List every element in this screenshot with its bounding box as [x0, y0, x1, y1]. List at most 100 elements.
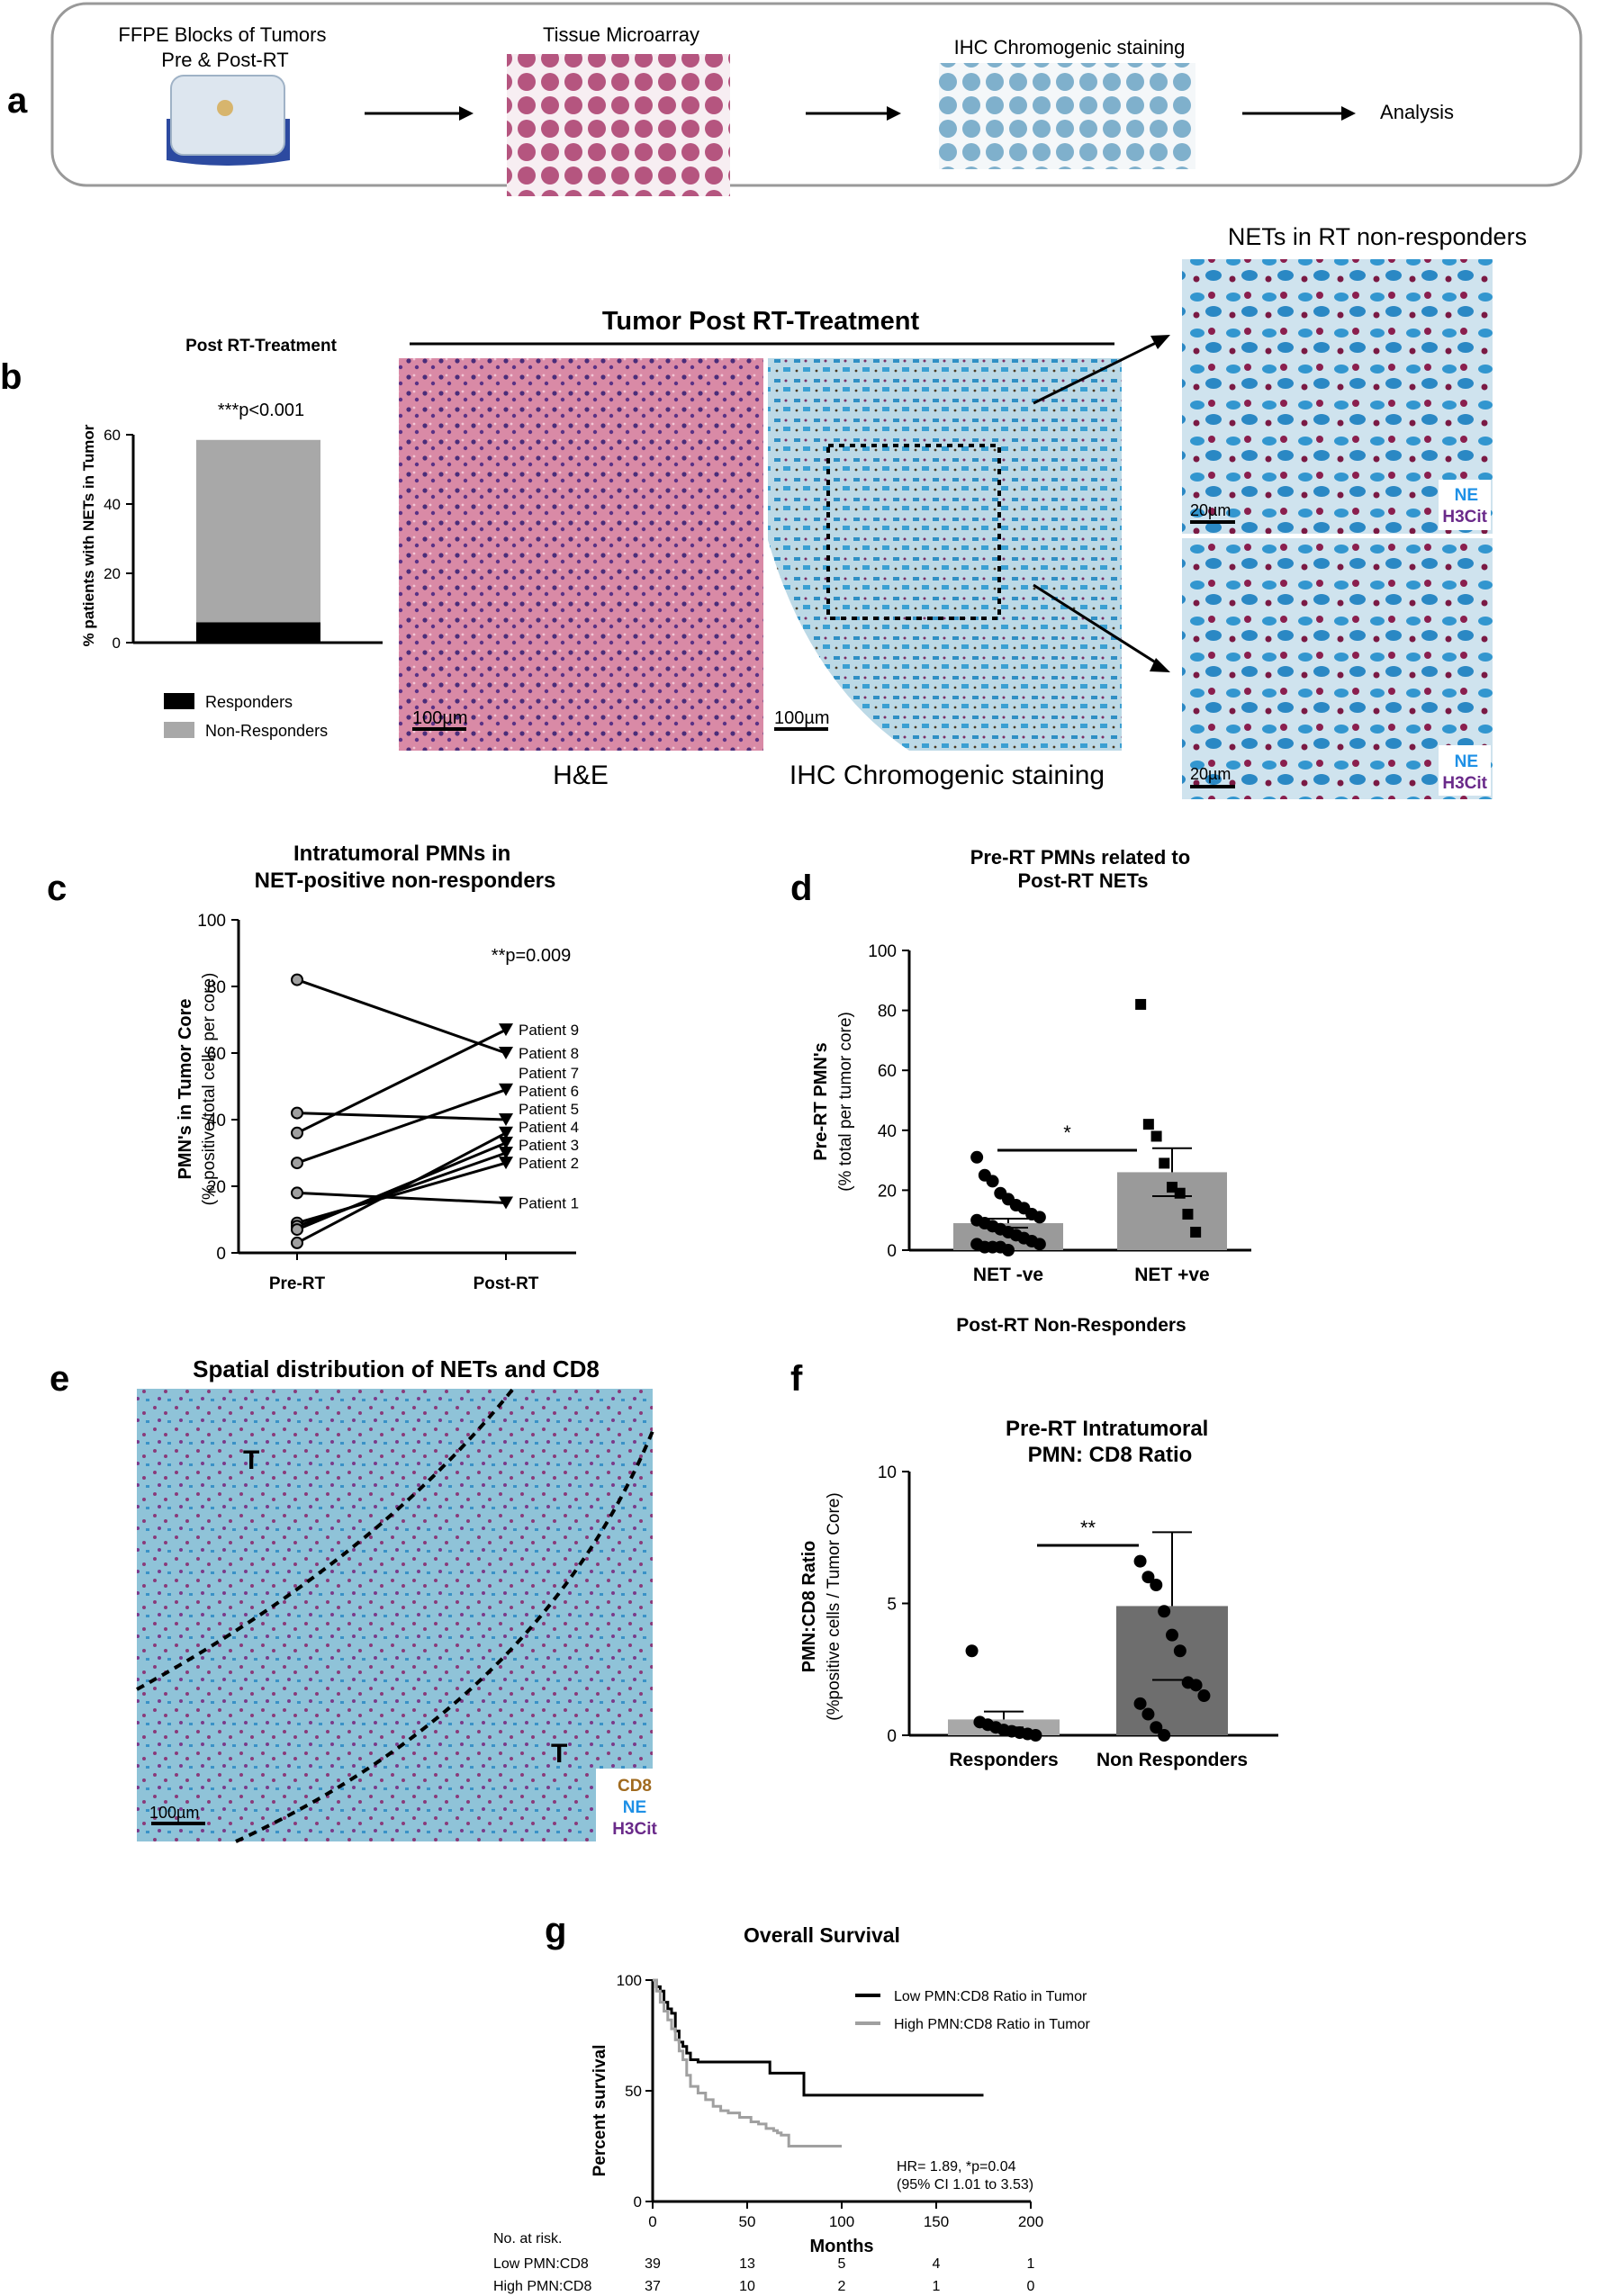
d-y-tick-label: 60 — [878, 1062, 897, 1081]
c-pre-point — [291, 1106, 303, 1120]
d-data-point — [1135, 998, 1147, 1010]
c-pre-point — [291, 973, 303, 986]
g-risk-value: 39 — [645, 2256, 661, 2272]
b-legend-swatch-responders — [164, 693, 194, 709]
f-bar — [1116, 1606, 1228, 1735]
he-caption: H&E — [553, 761, 609, 790]
g-y-tick-label: 50 — [625, 2083, 642, 2100]
c-pre-point — [291, 1223, 303, 1237]
d-data-point — [1159, 1157, 1170, 1169]
e-stain-cd8: CD8 — [618, 1777, 652, 1796]
b-legend-swatch-nonresponders — [164, 722, 194, 738]
e-title: Spatial distribution of NETs and CD8 — [193, 1355, 600, 1382]
c-post-point — [499, 1023, 513, 1037]
he-scale-label: 100µm — [412, 708, 468, 728]
d-data-point — [1150, 1130, 1162, 1142]
c-x-tick-label: Post-RT — [474, 1274, 539, 1293]
d-y-tick-label: 20 — [878, 1182, 897, 1201]
ihc-caption: IHC Chromogenic staining — [789, 761, 1105, 790]
g-title: Overall Survival — [744, 1923, 900, 1947]
panel-f: f Pre-RT Intratumoral PMN: CD8 Ratio PMN… — [790, 1359, 1278, 1770]
g-xlabel: Months — [809, 2237, 873, 2256]
b-bar-nonresponders — [196, 439, 320, 623]
c-ylabel: PMN's in Tumor Core — [176, 998, 195, 1179]
c-post-point — [499, 1147, 513, 1159]
e-region-label-top: T — [243, 1445, 259, 1475]
panel-letter-a: a — [7, 81, 28, 121]
e-boundary-1 — [136, 1387, 515, 1691]
arrow-1-head — [459, 106, 474, 121]
panel-letter-g: g — [545, 1911, 566, 1950]
zoom-top-stain-h3cit: H3Cit — [1442, 508, 1487, 527]
panel-d: d Pre-RT PMNs related to Post-RT NETs Pr… — [790, 846, 1251, 1336]
arrow-3-head — [1341, 106, 1356, 121]
d-ylabel2: (% total per tumor core) — [836, 1012, 855, 1192]
f-ylabel: PMN:CD8 Ratio — [799, 1541, 819, 1673]
panel-letter-e: e — [50, 1359, 69, 1399]
zoom-top-scale-label: 20µm — [1190, 501, 1231, 519]
d-title-line2: Post-RT NETs — [1017, 869, 1148, 892]
d-x-tick-label: NET -ve — [973, 1265, 1043, 1285]
g-stats: HR= 1.89, *p=0.04 (95% CI 1.01 to 3.53) — [897, 2159, 1033, 2192]
b-y-tick-label: 0 — [113, 635, 121, 652]
c-patient-label: Patient 8 — [519, 1045, 579, 1062]
zoom-arrow-bottom — [1033, 583, 1162, 668]
c-y-tick-label: 60 — [207, 1045, 226, 1064]
tma-image — [507, 54, 730, 196]
c-patient-label: Patient 4 — [519, 1119, 579, 1136]
g-ylabel: Percent survival — [591, 2045, 609, 2177]
d-data-point — [1142, 1119, 1154, 1130]
b-ylabel: % patients with NETs in Tumor — [80, 424, 97, 646]
c-post-point — [499, 1126, 513, 1139]
g-legend-low: Low PMN:CD8 Ratio in Tumor — [894, 1989, 1087, 2004]
e-scale-label: 100µm — [149, 1804, 199, 1822]
f-data-point — [1150, 1578, 1163, 1591]
panel-a: a FFPE Blocks of Tumors Pre & Post-RT Ti… — [7, 2, 1583, 196]
g-survival-chart: 0 50 100 0 50 100 150 200 — [617, 1972, 1044, 2230]
f-data-point — [1158, 1729, 1171, 1742]
c-patient-label: Patient 3 — [519, 1137, 579, 1154]
zoom-bottom-scale-label: 20µm — [1190, 765, 1231, 783]
ihc-image-edge — [768, 540, 909, 751]
zoom-title: NETs in RT non-responders — [1228, 223, 1527, 250]
f-data-point — [1197, 1689, 1211, 1703]
d-data-point — [1033, 1211, 1046, 1224]
g-risk-value: 13 — [739, 2256, 755, 2272]
c-patient-line — [296, 978, 507, 1055]
c-post-point — [499, 1157, 513, 1170]
ffpe-block-image — [167, 75, 290, 166]
f-y-tick-label: 5 — [887, 1596, 897, 1615]
f-y-tick-label: 0 — [887, 1727, 897, 1746]
g-x-tick-label: 50 — [739, 2213, 756, 2230]
zoom-arrow-top-head — [1150, 335, 1170, 349]
c-y-tick-label: 80 — [207, 978, 226, 997]
c-line-chart: 0 20 40 60 80 100 Pre-RT Post-RT Patient 1 Patien… — [197, 912, 579, 1293]
c-pre-point — [291, 1157, 303, 1170]
d-y-tick-label: 40 — [878, 1122, 897, 1141]
d-title: Pre-RT PMNs related to Post-RT NETs — [970, 846, 1196, 892]
g-stats-line2: (95% CI 1.01 to 3.53) — [897, 2177, 1033, 2192]
g-risk-value: 10 — [739, 2279, 755, 2294]
b-chart-title: Post RT-Treatment — [185, 337, 338, 356]
g-risk-table: 39 13 5 4 137 10 2 1 0 — [645, 2256, 1034, 2294]
f-title: Pre-RT Intratumoral PMN: CD8 Ratio — [1006, 1417, 1214, 1467]
panel-c: c Intratumoral PMNs in NET-positive non-… — [47, 842, 579, 1293]
g-risk-value: 0 — [1027, 2279, 1035, 2294]
panel-letter-b: b — [0, 357, 22, 397]
d-data-point — [1182, 1209, 1194, 1220]
c-title: Intratumoral PMNs in NET-positive non-re… — [255, 842, 556, 893]
c-ylabel2: (% positive/total cells per core) — [200, 973, 219, 1206]
f-data-point — [1141, 1571, 1155, 1584]
g-y-tick-label: 0 — [634, 2193, 642, 2210]
f-sig-star: ** — [1080, 1517, 1096, 1539]
panel-letter-d: d — [790, 869, 812, 908]
step-tma-label: Tissue Microarray — [543, 23, 699, 46]
f-data-point — [1158, 1605, 1171, 1618]
f-data-point — [1189, 1679, 1203, 1692]
panel-a-frame — [50, 2, 1583, 187]
b-legend-nonresponders: Non-Responders — [205, 722, 328, 740]
step-ihc-label: IHC Chromogenic staining — [954, 36, 1186, 59]
c-title-line2: NET-positive non-responders — [255, 869, 556, 893]
panel-e: e Spatial distribution of NETs and CD8 T… — [50, 1355, 657, 1843]
f-x-tick-label: Responders — [949, 1750, 1058, 1770]
